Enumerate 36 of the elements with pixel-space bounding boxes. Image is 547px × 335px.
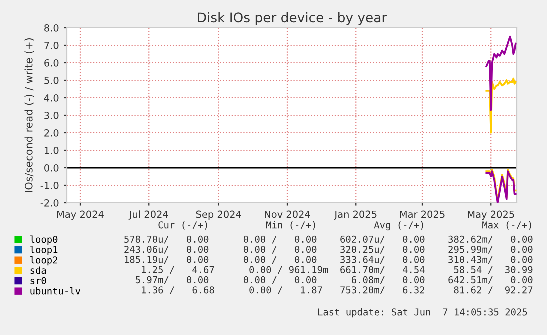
x-tick-label: Nov 2024 xyxy=(265,210,310,218)
x-tick-label: Mar 2025 xyxy=(400,210,445,218)
text: Cur (-/+) Min (-/+) Avg (-/+) Max (-/+) xyxy=(158,221,532,231)
y-axis-title: IOs/second read (-) / write (+) xyxy=(24,38,34,192)
y-tick-label: 6.0 xyxy=(44,59,59,67)
text: 1.25 / 4.67 0.00 / 961.19m 661.70m/ 4.54 58.54 / 30.99 xyxy=(142,266,533,274)
legend-label: loop0 xyxy=(30,236,58,245)
text: Last update: Sat Jun 7 14:05:35 2025 xyxy=(318,308,528,318)
y-tick-label: -1.0 xyxy=(40,182,59,190)
x-tick-label: Sep 2024 xyxy=(196,210,242,220)
legend-label: sr0 xyxy=(30,277,46,284)
x-tick-label: Jul 2024 xyxy=(128,210,168,220)
x-tick-label: May 2025 xyxy=(468,210,514,220)
y-tick-label: 4.0 xyxy=(44,94,59,102)
legend-label: loop2 xyxy=(30,256,58,266)
chart-title: Disk IOs per device - by year xyxy=(198,12,388,26)
line-series xyxy=(486,36,517,112)
y-tick-label: 2.0 xyxy=(44,129,59,137)
y-tick-label: 8.0 xyxy=(44,24,59,32)
y-tick-label: 7.0 xyxy=(44,42,59,50)
legend-label: loop1 xyxy=(30,246,58,256)
legend-label: sda xyxy=(30,266,46,274)
text: 1.36 / 6.68 0.00 / 1.87 753.20m/ 6.32 81.62 / 92.27 xyxy=(142,286,533,294)
y-tick-label: 5.0 xyxy=(44,76,59,84)
text: 578.70u/ 0.00 0.00 / 0.00 602.07u/ 0.00 382.62m/ 0.00 xyxy=(124,236,533,244)
y-tick-label: -2.0 xyxy=(40,199,59,207)
text: 185.19u/ 0.00 0.00 / 0.00 333.64u/ 0.00 310.43m/ 0.00 xyxy=(125,256,533,264)
y-tick-label: 0.0 xyxy=(44,164,59,172)
x-tick-label: May 2024 xyxy=(57,210,104,220)
x-tick-label: Jan 2025 xyxy=(334,210,377,220)
legend-label: ubuntu-lv xyxy=(30,287,81,295)
text: 5.97m/ 0.00 0.00 / 0.00 6.08m/ 0.00 642.51m/ 0.00 xyxy=(136,276,533,284)
y-tick-label: 3.0 xyxy=(44,112,59,120)
y-tick-label: 1.0 xyxy=(44,146,59,154)
text: 243.06u/ 0.00 0.00 / 0.00 320.25u/ 0.00 295.99m/ 0.00 xyxy=(124,246,533,254)
line-series xyxy=(486,78,517,134)
